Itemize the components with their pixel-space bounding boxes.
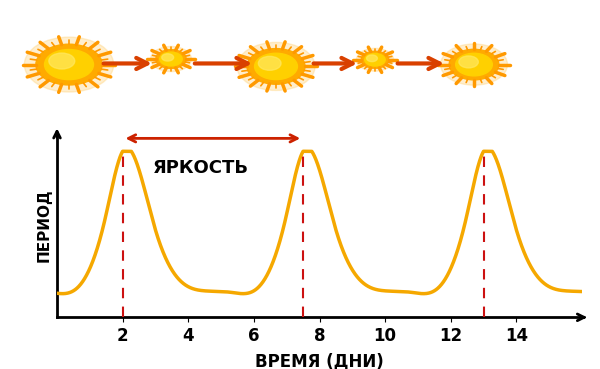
- Text: ЯРКОСТЬ: ЯРКОСТЬ: [153, 159, 249, 177]
- X-axis label: ВРЕМЯ (ДНИ): ВРЕМЯ (ДНИ): [255, 352, 384, 369]
- Y-axis label: ПЕРИОД: ПЕРИОД: [37, 188, 52, 262]
